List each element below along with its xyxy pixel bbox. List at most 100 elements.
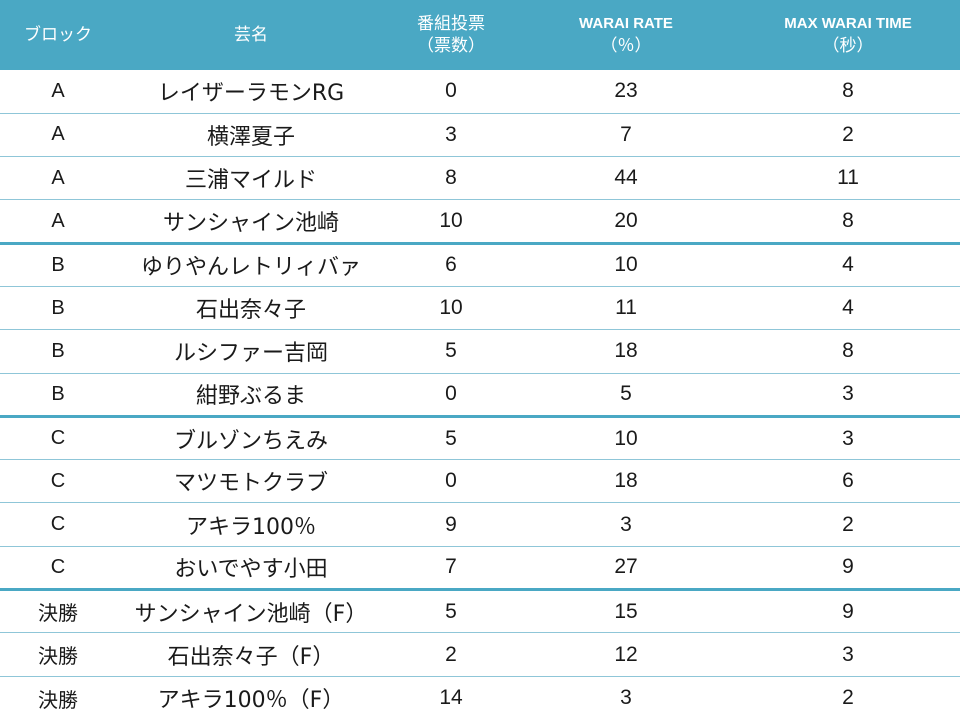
header-time: MAX WARAI TIME （秒）: [736, 0, 960, 70]
header-votes-unit: （票数）: [417, 36, 485, 56]
header-votes: 番組投票 （票数）: [386, 0, 516, 70]
header-block: ブロック: [0, 0, 116, 70]
table-row: 決勝 アキラ100％（F） 14 3 2: [0, 676, 960, 719]
header-rate-title: WARAI RATE: [579, 15, 673, 32]
cell-time: 8: [736, 199, 960, 245]
cell-block: A: [0, 156, 116, 201]
cell-name: 横澤夏子: [116, 113, 386, 158]
cell-name: アキラ100％（F）: [157, 688, 345, 714]
cell-block: C: [0, 546, 116, 592]
cell-name: サンシャイン池崎（F）: [116, 589, 386, 634]
cell-votes: 14: [439, 686, 463, 710]
cell-block: 決勝: [0, 589, 116, 634]
cell-name: ゆりやんレトリィバァ: [116, 243, 386, 287]
header-votes-title: 番組投票: [417, 14, 485, 34]
cell-rate: 10: [516, 416, 736, 461]
header-row: ブロック 芸名 番組投票 （票数） WARAI RATE （％） MAX WAR…: [0, 0, 960, 70]
header-time-title: MAX WARAI TIME: [784, 15, 912, 32]
cell-rate: 27: [516, 546, 736, 592]
cell-rate: 20: [516, 199, 736, 245]
cell-name: 紺野ぶるま: [116, 373, 386, 418]
cell-name: 三浦マイルド: [116, 156, 386, 201]
cell-votes: 0: [386, 70, 516, 114]
cell-time: 9: [736, 589, 960, 634]
table-row: C おいでやす小田 7 27 9: [0, 546, 960, 592]
cell-block: A: [0, 113, 116, 158]
cell-name: おいでやす小田: [116, 546, 386, 592]
table-row: C ブルゾンちえみ 5 10 3: [0, 416, 960, 461]
table-row: 決勝 石出奈々子（F） 2 12 3: [0, 632, 960, 677]
cell-time: 9: [736, 546, 960, 592]
cell-name: マツモトクラブ: [116, 459, 386, 504]
cell-time: 3: [736, 416, 960, 461]
cell-block: C: [0, 416, 116, 461]
cell-time: 8: [736, 70, 960, 114]
cell-block: 決勝: [0, 632, 116, 677]
table-row: A 三浦マイルド 8 44 11: [0, 156, 960, 201]
table-row: C マツモトクラブ 0 18 6: [0, 459, 960, 504]
header-rate: WARAI RATE （％）: [516, 0, 736, 70]
cell-rate: 10: [516, 243, 736, 287]
cell-rate: 5: [516, 373, 736, 418]
cell-block: B: [0, 373, 116, 418]
cell-rate: 18: [516, 329, 736, 374]
cell-rate: 12: [516, 632, 736, 677]
table-row: A レイザーラモンRG 0 23 8: [0, 70, 960, 114]
cell-block: B: [0, 329, 116, 374]
cell-votes: 6: [386, 243, 516, 287]
cell-votes: 3: [386, 113, 516, 158]
table-row: B ルシファー吉岡 5 18 8: [0, 329, 960, 374]
cell-votes: 5: [386, 589, 516, 634]
cell-time: 3: [736, 632, 960, 677]
table-body: A レイザーラモンRG 0 23 8 A 横澤夏子 3 7 2 A 三浦マイルド…: [0, 70, 960, 719]
table-row: A サンシャイン池崎 10 20 8: [0, 199, 960, 245]
table-row: B 石出奈々子 10 11 4: [0, 286, 960, 331]
cell-block: A: [0, 199, 116, 245]
cell-votes: 10: [386, 286, 516, 331]
cell-name: サンシャイン池崎: [116, 199, 386, 245]
cell-time: 4: [736, 243, 960, 287]
cell-votes: 0: [386, 373, 516, 418]
cell-votes: 7: [386, 546, 516, 592]
cell-rate: 11: [516, 286, 736, 331]
cell-rate: 15: [516, 589, 736, 634]
table-row: C アキラ100％ 9 3 2: [0, 502, 960, 547]
cell-votes: 10: [386, 199, 516, 245]
header-rate-unit: （％）: [600, 36, 652, 55]
cell-name: ブルゾンちえみ: [116, 416, 386, 461]
cell-votes: 0: [386, 459, 516, 504]
cell-name: 石出奈々子: [116, 286, 386, 331]
cell-time: 11: [736, 156, 960, 201]
cell-votes: 2: [386, 632, 516, 677]
header-time-unit: （秒）: [822, 36, 874, 55]
cell-rate: 23: [516, 70, 736, 114]
cell-name: 石出奈々子（F）: [116, 632, 386, 677]
cell-time: 3: [736, 373, 960, 418]
cell-rate: 18: [516, 459, 736, 504]
cell-rate: 3: [516, 502, 736, 547]
cell-time: 6: [736, 459, 960, 504]
header-name-label: 芸名: [234, 25, 268, 45]
table-row: B ゆりやんレトリィバァ 6 10 4: [0, 243, 960, 287]
cell-time: 2: [736, 502, 960, 547]
table-row: 決勝 サンシャイン池崎（F） 5 15 9: [0, 589, 960, 634]
header-block-label: ブロック: [24, 25, 92, 45]
cell-block: C: [0, 502, 116, 547]
cell-time: 4: [736, 286, 960, 331]
cell-name: レイザーラモンRG: [116, 70, 386, 114]
cell-block: 決勝: [38, 689, 78, 712]
cell-rate: 44: [516, 156, 736, 201]
cell-name: ルシファー吉岡: [116, 329, 386, 374]
cell-time: 8: [736, 329, 960, 374]
table-row: A 横澤夏子 3 7 2: [0, 113, 960, 158]
header-name: 芸名: [116, 0, 386, 70]
cell-time: 2: [842, 686, 854, 710]
cell-votes: 5: [386, 416, 516, 461]
cell-block: C: [0, 459, 116, 504]
cell-votes: 8: [386, 156, 516, 201]
cell-time: 2: [736, 113, 960, 158]
table-row: B 紺野ぶるま 0 5 3: [0, 373, 960, 418]
cell-block: B: [0, 286, 116, 331]
cell-rate: 7: [516, 113, 736, 158]
